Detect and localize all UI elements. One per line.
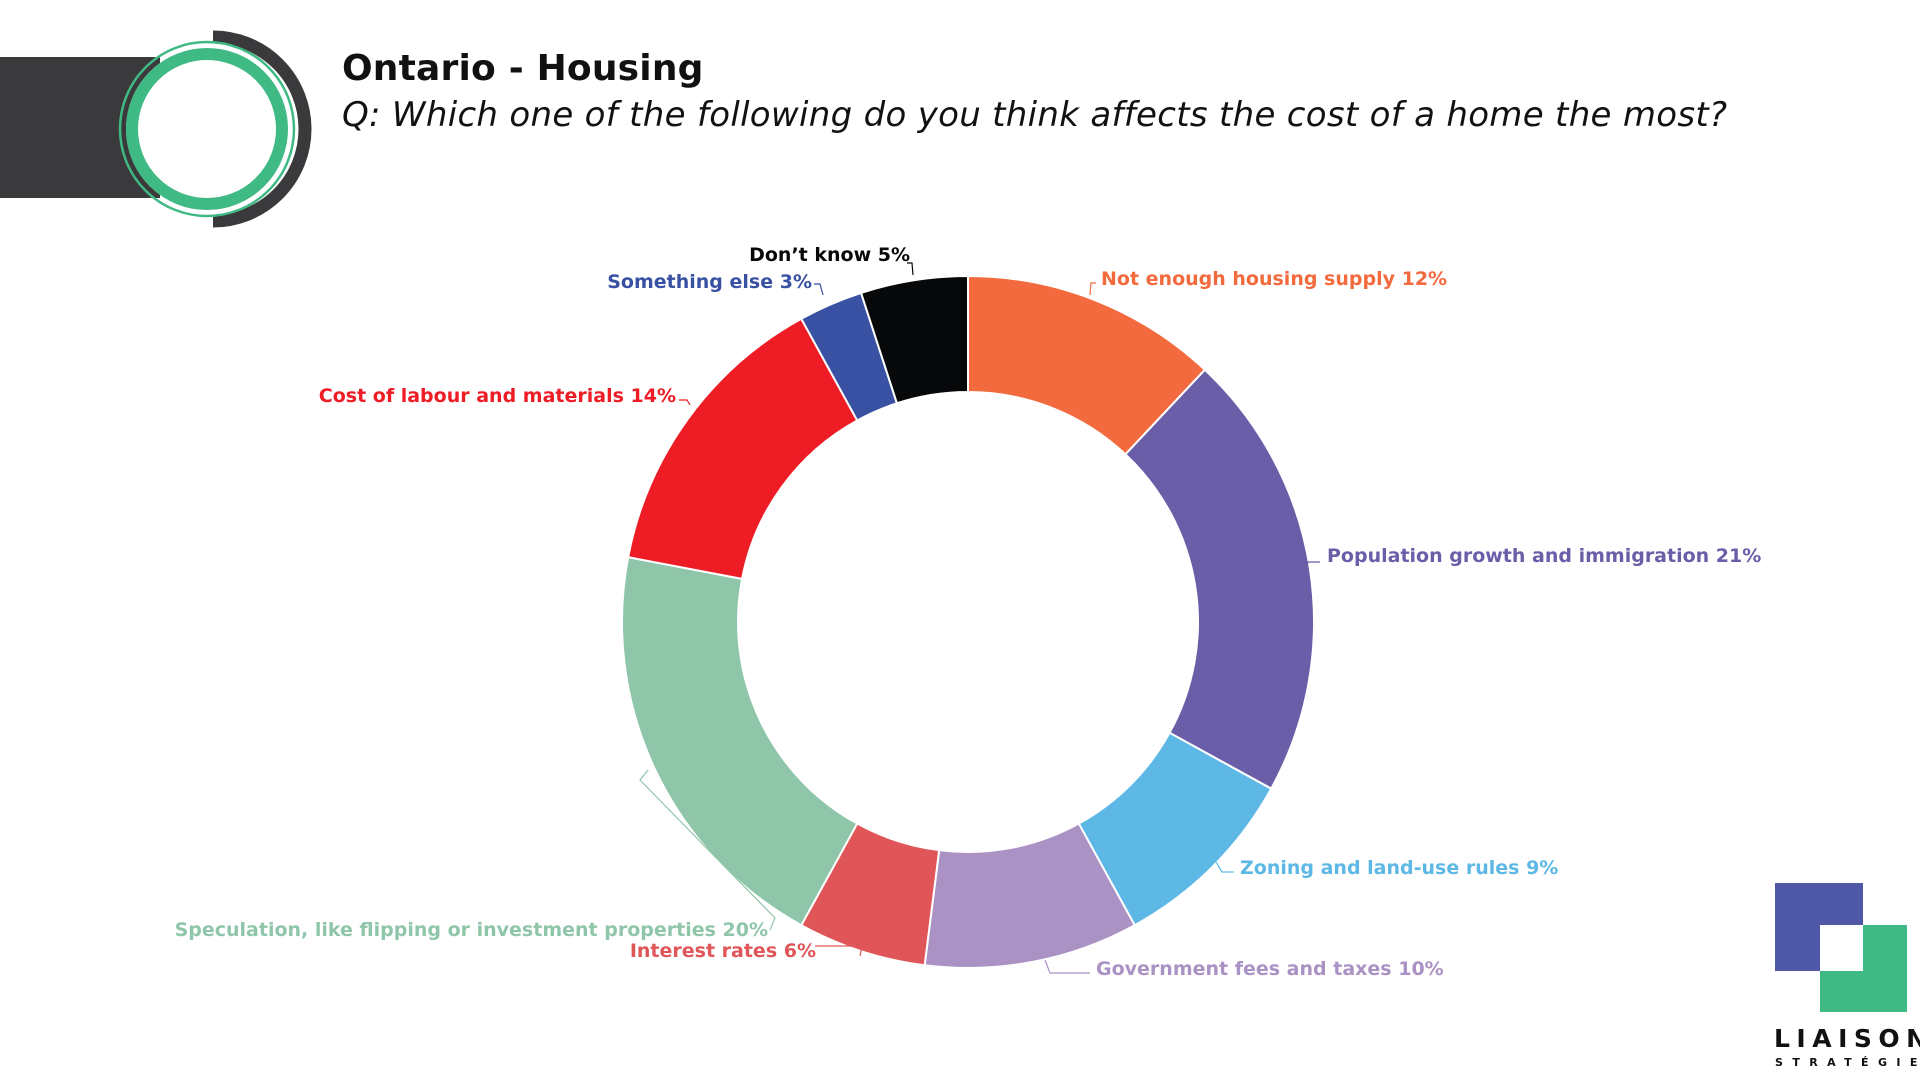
slice-population-growth-and-immigration bbox=[1124, 368, 1315, 791]
slice-label-not-enough-housing-supply: Not enough housing supply 12% bbox=[1101, 268, 1447, 290]
slice-label-zoning-and-land-use-rules: Zoning and land-use rules 9% bbox=[1240, 857, 1558, 879]
slice-label-cost-of-labour-and-materials: Cost of labour and materials 14% bbox=[319, 385, 676, 407]
slice-label-something-else: Something else 3% bbox=[607, 271, 812, 293]
slice-label-speculation: Speculation, like flipping or investment… bbox=[175, 919, 768, 941]
slice-label-population-growth-and-immigration: Population growth and immigration 21% bbox=[1327, 545, 1761, 567]
leader-line-cost-of-labour-and-materials bbox=[679, 399, 691, 406]
leader-line-not-enough-housing-supply bbox=[1089, 282, 1096, 296]
slice-speculation bbox=[621, 555, 859, 927]
ring-logo-icon bbox=[118, 30, 312, 228]
slice-label-dont-know: Don’t know 5% bbox=[749, 244, 910, 266]
brand-name: LIAISON bbox=[1774, 1024, 1920, 1053]
leader-line-zoning-and-land-use-rules bbox=[1215, 861, 1234, 873]
question-subtitle: Q: Which one of the following do you thi… bbox=[342, 95, 1728, 135]
leader-line-speculation bbox=[639, 769, 776, 931]
leader-line-government-fees-and-taxes bbox=[1044, 959, 1090, 974]
liaison-logo-icon bbox=[1775, 883, 1907, 1012]
slice-label-government-fees-and-taxes: Government fees and taxes 10% bbox=[1096, 958, 1444, 980]
page-title: Ontario - Housing bbox=[342, 48, 704, 89]
leader-line-interest-rates bbox=[815, 945, 863, 957]
slice-dont-know bbox=[859, 274, 969, 405]
leader-line-population-growth-and-immigration bbox=[1305, 561, 1320, 571]
slice-label-interest-rates: Interest rates 6% bbox=[630, 940, 816, 962]
brand-tagline: STRATÉGIES bbox=[1775, 1056, 1920, 1069]
leader-line-dont-know bbox=[907, 262, 914, 276]
leader-line-something-else bbox=[814, 283, 824, 296]
